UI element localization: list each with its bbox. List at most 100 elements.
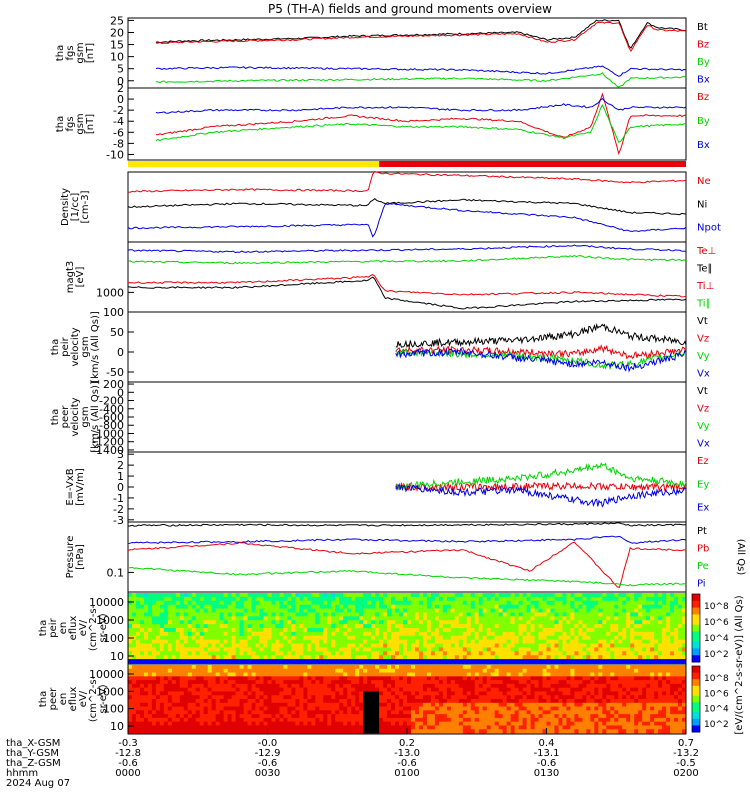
spectrogram-cell (622, 647, 626, 651)
spectrogram-cell (511, 655, 515, 659)
spectrogram-cell (479, 632, 483, 636)
spectrogram-cell (582, 680, 586, 684)
spectrogram-cell (527, 680, 531, 684)
spectrogram-cell (172, 593, 176, 597)
spectrogram-cell (387, 688, 391, 692)
spectrogram-cell (152, 676, 156, 680)
spectrogram-cell (164, 722, 168, 726)
spectrogram-cell (407, 684, 411, 688)
spectrogram-cell (371, 676, 375, 680)
spectrogram-cell (471, 651, 475, 655)
spectrogram-cell (550, 632, 554, 636)
spectrogram-cell (407, 632, 411, 636)
spectrogram-cell (463, 676, 467, 680)
legend-label: Bz (697, 92, 709, 103)
spectrogram-cell (391, 647, 395, 651)
spectrogram-cell (614, 665, 618, 669)
spectrogram-cell (570, 647, 574, 651)
spectrogram-cell (224, 597, 228, 601)
spectrogram-cell (291, 714, 295, 718)
spectrogram-cell (403, 699, 407, 703)
spectrogram-cell (148, 718, 152, 722)
spectrogram-cell (566, 640, 570, 644)
spectrogram-cell (447, 659, 451, 663)
spectrogram-cell (447, 628, 451, 632)
spectrogram-cell (232, 601, 236, 605)
spectrogram-cell (279, 710, 283, 714)
spectrogram-cell (327, 632, 331, 636)
spectrogram-cell (299, 636, 303, 640)
spectrogram-cell (132, 620, 136, 624)
spectrogram-cell (204, 707, 208, 711)
spectrogram-cell (220, 616, 224, 620)
spectrogram-cell (355, 684, 359, 688)
spectrogram-cell (455, 707, 459, 711)
spectrogram-cell (148, 665, 152, 669)
spectrogram-cell (523, 593, 527, 597)
spectrogram-cell (148, 640, 152, 644)
spectrogram-cell (128, 620, 132, 624)
spectrogram-cell (399, 647, 403, 651)
spectrogram-cell (447, 691, 451, 695)
spectrogram-cell (431, 722, 435, 726)
spectrogram-cell (463, 624, 467, 628)
spectrogram-cell (200, 644, 204, 648)
spectrogram-cell (507, 612, 511, 616)
spectrogram-cell (566, 612, 570, 616)
spectrogram-cell (678, 597, 682, 601)
spectrogram-cell (188, 691, 192, 695)
spectrogram-cell (427, 628, 431, 632)
spectrogram-cell (642, 632, 646, 636)
spectrogram-cell (503, 725, 507, 729)
spectrogram-cell (642, 616, 646, 620)
spectrogram-cell (208, 593, 212, 597)
spectrogram-cell (570, 612, 574, 616)
spectrogram-cell (240, 688, 244, 692)
spectrogram-cell (359, 609, 363, 613)
spectrogram-cell (558, 680, 562, 684)
spectrogram-cell (395, 605, 399, 609)
spectrogram-cell (355, 718, 359, 722)
spectrogram-cell (535, 651, 539, 655)
spectrogram-cell (642, 620, 646, 624)
spectrogram-cell (507, 725, 511, 729)
spectrogram-cell (311, 640, 315, 644)
spectrogram-cell (264, 647, 268, 651)
spectrogram-cell (391, 659, 395, 663)
spectrogram-cell (136, 714, 140, 718)
spectrogram-cell (268, 601, 272, 605)
spectrogram-cell (132, 676, 136, 680)
spectrogram-cell (287, 669, 291, 673)
spectrogram-cell (483, 605, 487, 609)
spectrogram-cell (515, 673, 519, 677)
spectrogram-cell (459, 609, 463, 613)
spectrogram-cell (419, 710, 423, 714)
spectrogram-cell (618, 601, 622, 605)
spectrogram-cell (200, 640, 204, 644)
spectrogram-cell (598, 722, 602, 726)
spectrogram-cell (140, 647, 144, 651)
spectrogram-cell (256, 616, 260, 620)
spectrogram-cell (271, 616, 275, 620)
spectrogram-cell (311, 612, 315, 616)
spectrogram-cell (471, 628, 475, 632)
spectrogram-cell (359, 680, 363, 684)
spectrogram-cell (435, 710, 439, 714)
spectrogram-cell (144, 673, 148, 677)
figure-title: P5 (TH-A) fields and ground moments over… (268, 2, 552, 16)
spectrogram-cell (307, 636, 311, 640)
spectrogram-cell (371, 640, 375, 644)
spectrogram-cell (598, 703, 602, 707)
spectrogram-cell (371, 647, 375, 651)
spectrogram-cell (602, 665, 606, 669)
spectrogram-cell (471, 644, 475, 648)
spectrogram-cell (268, 651, 272, 655)
spectrogram-cell (411, 597, 415, 601)
spectrogram-cell (327, 636, 331, 640)
spectrogram-cell (547, 612, 551, 616)
spectrogram-cell (128, 722, 132, 726)
spectrogram-cell (339, 665, 343, 669)
spectrogram-cell (547, 632, 551, 636)
spectrogram-cell (264, 636, 268, 640)
spectrogram-cell (363, 593, 367, 597)
